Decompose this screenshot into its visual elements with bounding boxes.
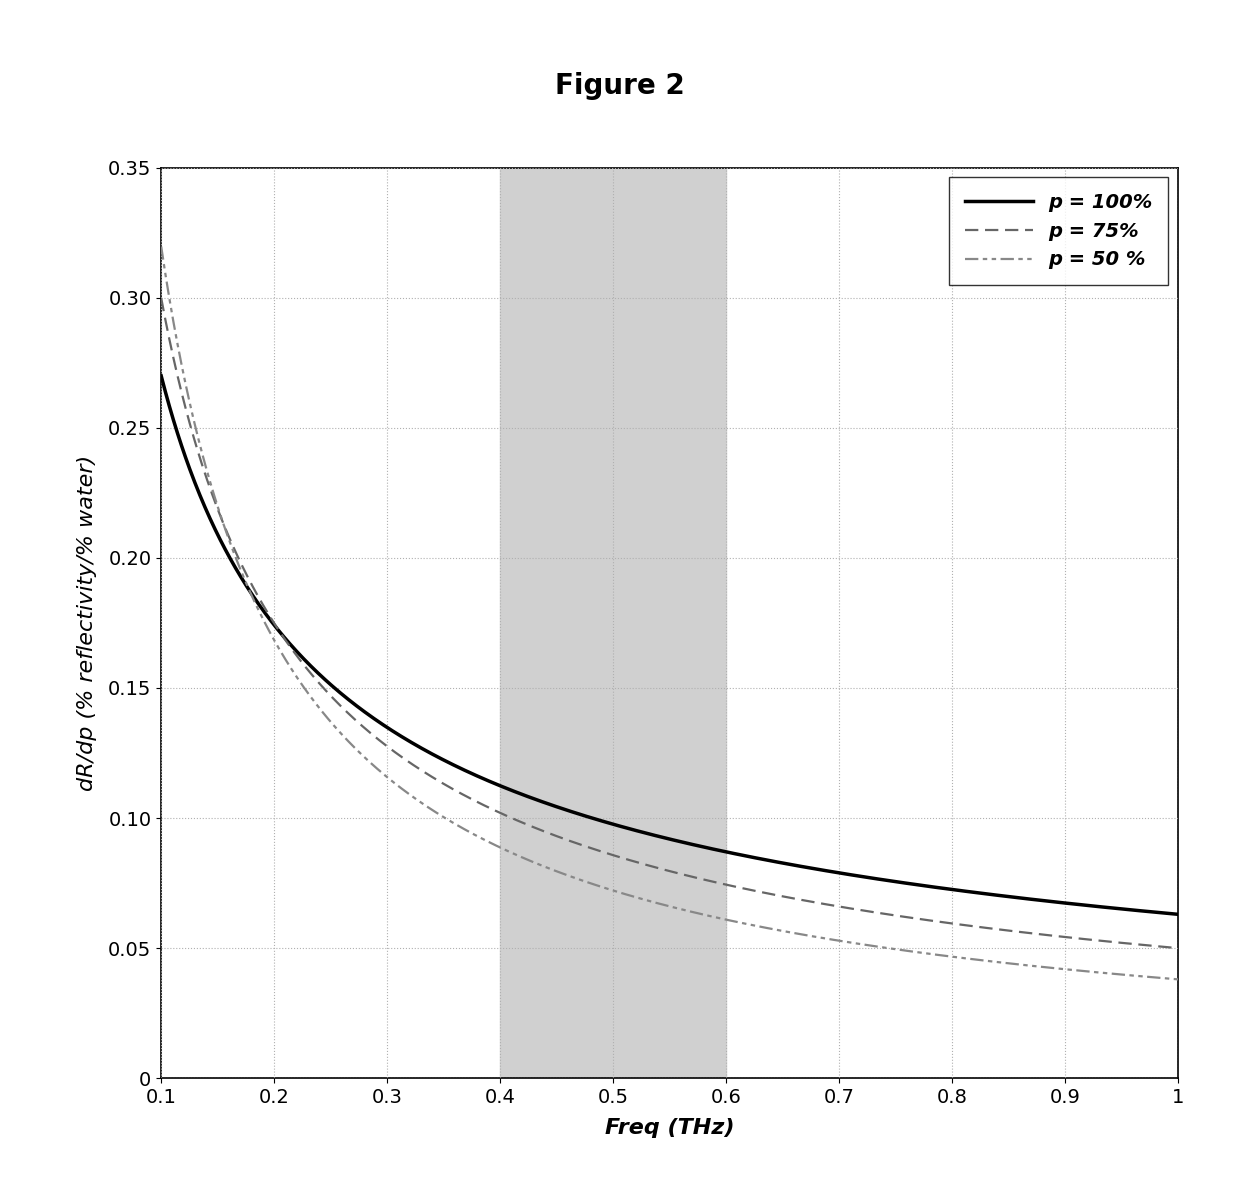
p = 50 %: [154, 240, 169, 254]
Line: p = 100%: p = 100%: [161, 376, 1178, 914]
p = 50 %: [258, 616, 273, 630]
p = 100%: [258, 606, 273, 621]
p = 50 %: [601, 882, 616, 896]
p = 75%: [852, 903, 867, 918]
Bar: [500, 168, 727, 1078]
p = 100%: [601, 816, 616, 830]
p = 50 %: [852, 937, 867, 951]
p = 75%: [565, 835, 580, 849]
p = 100%: [852, 869, 867, 883]
p = 100%: [154, 369, 169, 383]
p = 100%: [1171, 907, 1185, 921]
p = 75%: [946, 916, 961, 931]
p = 75%: [965, 919, 980, 933]
p = 100%: [965, 885, 980, 900]
p = 75%: [601, 847, 616, 861]
Line: p = 75%: p = 75%: [161, 298, 1178, 948]
Text: Figure 2: Figure 2: [556, 72, 684, 99]
Line: p = 50 %: p = 50 %: [161, 247, 1178, 979]
Legend: p = 100%, p = 75%, p = 50 %: p = 100%, p = 75%, p = 50 %: [950, 177, 1168, 285]
p = 75%: [154, 291, 169, 305]
p = 50 %: [946, 950, 961, 964]
p = 75%: [258, 601, 273, 616]
p = 50 %: [565, 870, 580, 884]
p = 50 %: [1171, 972, 1185, 986]
X-axis label: Freq (THz): Freq (THz): [605, 1118, 734, 1138]
p = 100%: [565, 805, 580, 819]
Y-axis label: dR/dp (% reflectivity/% water): dR/dp (% reflectivity/% water): [77, 455, 97, 791]
p = 75%: [1171, 940, 1185, 955]
p = 100%: [946, 883, 961, 897]
p = 50 %: [965, 952, 980, 967]
